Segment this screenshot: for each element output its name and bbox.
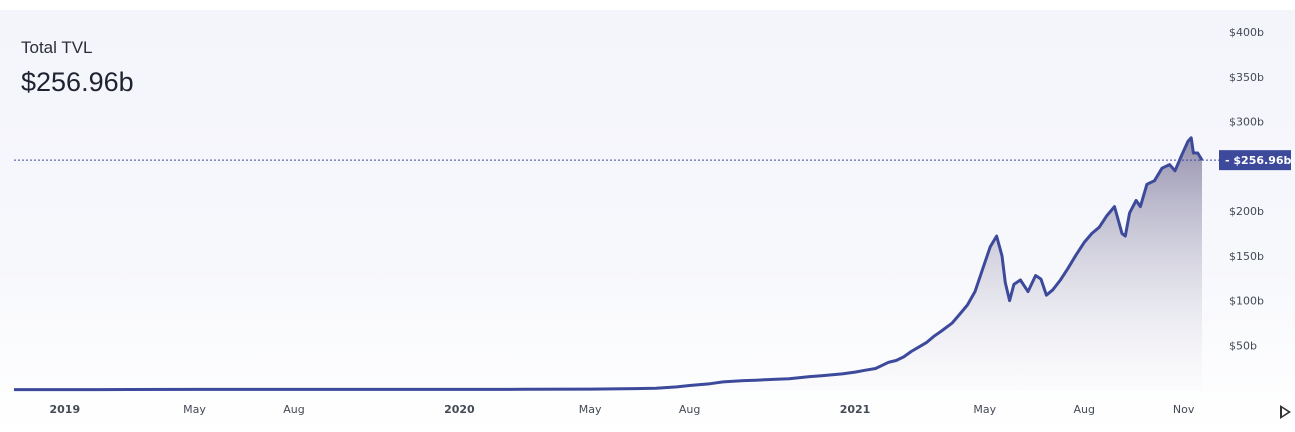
current-value-badge bbox=[1219, 150, 1291, 171]
line-layer bbox=[14, 136, 1204, 392]
y-tick-label: $150b bbox=[1229, 250, 1264, 263]
x-tick-label: Nov bbox=[1173, 403, 1195, 416]
top-strip bbox=[0, 0, 1295, 10]
y-axis: $50b $100b $150b $200b $300b $350b $400b bbox=[1229, 26, 1264, 352]
y-tick-label: $50b bbox=[1229, 339, 1257, 352]
x-tick-label: 2020 bbox=[444, 403, 475, 416]
tvl-area bbox=[14, 137, 1202, 390]
x-tick-label: Aug bbox=[679, 403, 700, 416]
tvl-header: Total TVL $256.96b bbox=[21, 38, 134, 98]
area-layer bbox=[14, 137, 1202, 390]
x-tick-label: May bbox=[183, 403, 206, 416]
y-tick-label: $100b bbox=[1229, 295, 1264, 308]
x-tick-label: 2019 bbox=[49, 403, 80, 416]
play-triangle-icon[interactable] bbox=[1280, 405, 1291, 419]
y-tick-label: $200b bbox=[1229, 205, 1264, 218]
x-tick-label: 2021 bbox=[840, 403, 871, 416]
x-tick-label: May bbox=[579, 403, 602, 416]
x-axis: 2019 May Aug 2020 May Aug 2021 May Aug Nov bbox=[49, 403, 1194, 416]
y-tick-label: $300b bbox=[1229, 116, 1264, 129]
x-tick-label: Aug bbox=[1073, 403, 1094, 416]
y-tick-label: $400b bbox=[1229, 26, 1264, 39]
current-value-layer: - $256.96b bbox=[14, 150, 1291, 171]
total-tvl-value: $256.96b bbox=[21, 67, 134, 97]
tvl-line bbox=[14, 136, 1204, 392]
chart-title: Total TVL bbox=[21, 38, 93, 57]
x-tick-label: Aug bbox=[283, 403, 304, 416]
x-tick-label: May bbox=[973, 403, 996, 416]
current-value-label: - $256.96b bbox=[1225, 154, 1291, 167]
y-tick-label: $350b bbox=[1229, 71, 1264, 84]
